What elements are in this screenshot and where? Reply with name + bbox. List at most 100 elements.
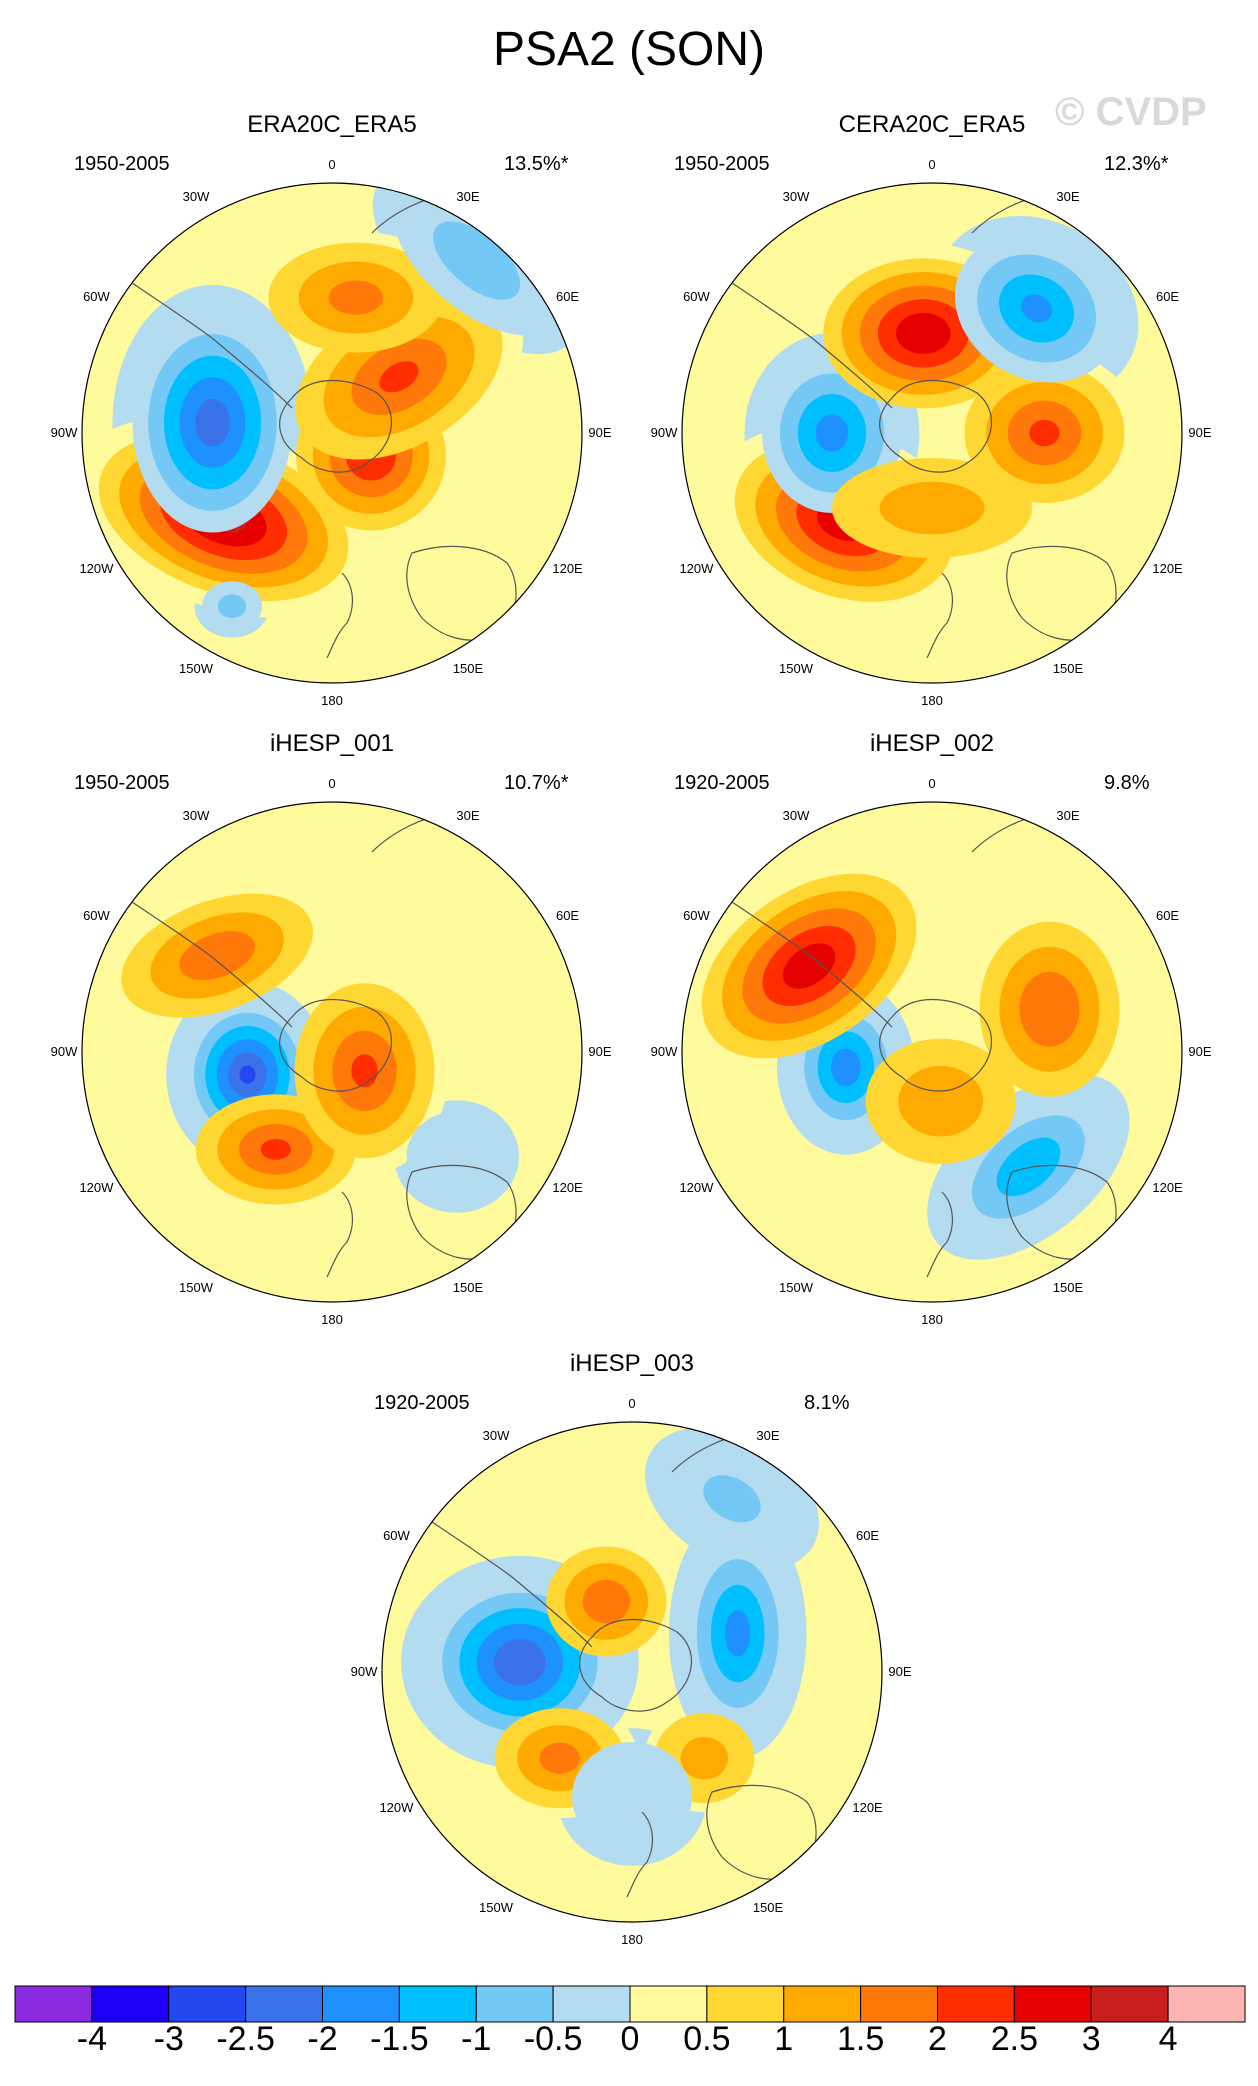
longitude-label: 60E <box>1155 908 1180 923</box>
contour-fill <box>572 1742 692 1852</box>
new-zealand-coastline <box>626 1811 654 1898</box>
longitude-label: 180 <box>621 1932 643 1947</box>
colorbar-tick-label: -1 <box>461 2020 492 2058</box>
colorbar-tick-label: 4 <box>1158 2020 1178 2058</box>
longitude-label: 30W <box>182 189 210 205</box>
longitude-label: 30E <box>756 1428 780 1444</box>
longitude-label: 120W <box>679 1180 714 1195</box>
panel-percent-variance: 13.5%* <box>504 153 569 175</box>
longitude-label: 150W <box>179 660 213 676</box>
longitude-label: 120E <box>552 1180 583 1195</box>
colorbar-swatch <box>245 1985 323 2023</box>
new-zealand-coastline <box>926 572 954 659</box>
longitude-label: 0 <box>328 157 336 172</box>
colorbar-tick-label: 0.5 <box>683 2020 731 2058</box>
colorbar-tick-label: -3 <box>153 2020 184 2058</box>
longitude-label: 90W <box>650 1044 678 1059</box>
longitude-label: 30E <box>1056 808 1080 824</box>
colorbar-swatch <box>629 1985 708 2023</box>
south-america-coastline <box>431 1521 593 1648</box>
longitude-label: 120W <box>79 561 114 576</box>
polar-map-ihesp_001 <box>81 801 583 1303</box>
longitude-label: 120E <box>1152 1180 1183 1195</box>
contour-fill <box>782 943 836 989</box>
contour-fill <box>725 1610 751 1657</box>
longitude-label: 60E <box>1155 289 1180 304</box>
colorbar-swatches <box>14 1985 1246 2023</box>
panel-percent-variance: 9.8% <box>1104 772 1150 794</box>
panel-title: iHESP_003 <box>569 1350 695 1377</box>
contour-fill <box>1021 294 1052 323</box>
panel-title: iHESP_002 <box>869 730 995 757</box>
longitude-label: 120W <box>679 561 714 576</box>
colorbar-tick-label: -2 <box>307 2020 338 2058</box>
map-border <box>681 182 1183 684</box>
longitude-label: 150W <box>779 1279 813 1295</box>
longitude-label: 150W <box>779 660 813 676</box>
new-zealand-coastline <box>326 1191 354 1278</box>
polar-map-cera20c_era5 <box>681 182 1183 684</box>
antarctica-coastline <box>879 380 993 473</box>
longitude-label: 180 <box>321 693 343 708</box>
colorbar-swatch <box>322 1985 400 2023</box>
longitude-label: 0 <box>328 776 336 791</box>
antarctica-coastline <box>579 1619 693 1712</box>
longitude-label: 30E <box>1056 189 1080 205</box>
colorbar-tick-label: -4 <box>76 2020 107 2058</box>
longitude-label: 90W <box>350 1664 378 1679</box>
panel-title: iHESP_001 <box>269 730 395 757</box>
panel-period: 1950-2005 <box>74 772 170 794</box>
longitude-label: 150E <box>752 1899 784 1915</box>
longitude-label: 180 <box>321 1312 343 1327</box>
longitude-label: 30E <box>456 189 480 205</box>
contour-fill <box>582 1579 630 1624</box>
contour-fill <box>239 1065 256 1084</box>
polar-map-ihesp_003 <box>381 1421 883 1923</box>
antarctica-coastline <box>879 999 993 1092</box>
longitude-label: 30W <box>482 1428 510 1444</box>
longitude-label: 150W <box>479 1899 513 1915</box>
south-america-coastline <box>731 282 893 409</box>
contour-fill <box>406 1111 507 1202</box>
colorbar-swatch <box>1167 1985 1246 2023</box>
contour-fill <box>815 414 849 452</box>
longitude-label: 90E <box>1188 1044 1212 1059</box>
colorbar-swatch <box>860 1985 938 2023</box>
map-border <box>81 182 583 684</box>
longitude-label: 90W <box>50 1044 78 1059</box>
colorbar-swatch <box>475 1985 554 2023</box>
longitude-label: 30W <box>182 808 210 824</box>
panel-title: ERA20C_ERA5 <box>247 111 417 138</box>
new-zealand-coastline <box>326 572 354 659</box>
panel-percent-variance: 10.7%* <box>504 772 569 794</box>
antarctica-coastline <box>279 999 393 1092</box>
colorbar-tick-label: 1.5 <box>836 2020 885 2058</box>
colorbar-swatch <box>398 1985 477 2023</box>
contour-fill <box>494 1639 546 1686</box>
longitude-label: 60W <box>83 908 110 923</box>
colorbar-tick-label: 1 <box>774 2020 794 2058</box>
south-america-coastline <box>731 901 893 1028</box>
contour-fill <box>351 1054 378 1088</box>
longitude-label: 0 <box>928 776 936 791</box>
colorbar-tick-label: -2.5 <box>216 2020 275 2058</box>
panel-percent-variance: 12.3%* <box>1104 153 1169 175</box>
contour-fill <box>179 931 255 981</box>
longitude-label: 120E <box>1152 561 1183 576</box>
colorbar-swatch <box>1090 1985 1169 2023</box>
colorbar-swatch <box>552 1985 631 2023</box>
contour-fill <box>328 280 384 315</box>
contour-fill <box>831 1048 861 1086</box>
colorbar-tick-label: 0 <box>620 2020 640 2058</box>
longitude-label: 120W <box>379 1800 414 1815</box>
longitude-label: 60W <box>383 1528 410 1543</box>
longitude-label: 30W <box>782 189 810 205</box>
cvdp-watermark: © CVDP <box>1055 90 1207 134</box>
colorbar-swatch <box>1013 1985 1092 2023</box>
longitude-label: 150E <box>1052 1279 1084 1295</box>
polar-map-ihesp_002 <box>681 801 1183 1303</box>
longitude-label: 180 <box>921 693 943 708</box>
longitude-label: 150E <box>452 1279 484 1295</box>
longitude-label: 60W <box>683 289 710 304</box>
map-border <box>681 801 1183 1303</box>
